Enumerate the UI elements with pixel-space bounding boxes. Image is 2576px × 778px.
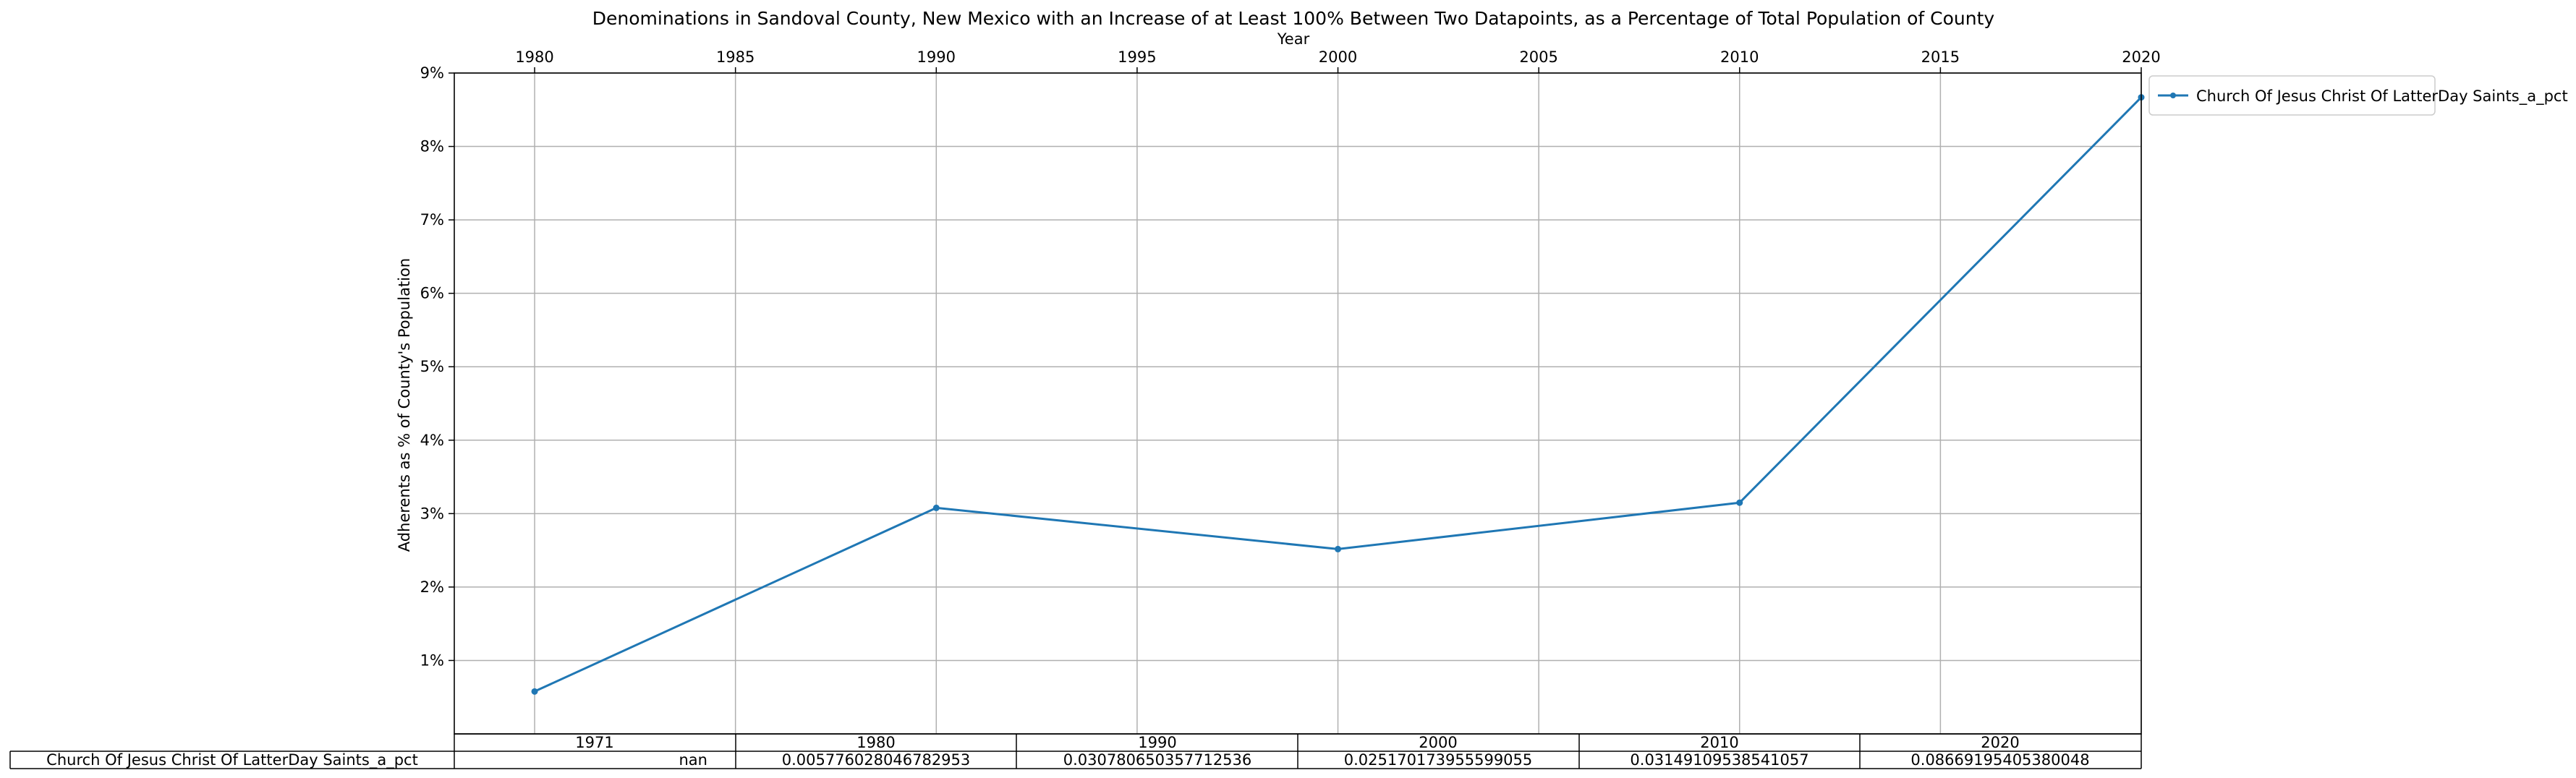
data-point: [531, 688, 538, 695]
table-column-header: 2000: [1419, 734, 1457, 751]
y-tick-label: 5%: [420, 358, 444, 375]
y-tick-label: 3%: [420, 505, 444, 522]
table-cell: 0.005776028046782953: [782, 751, 971, 769]
y-tick-label: 9%: [420, 64, 444, 82]
table-column-header: 1980: [856, 734, 895, 751]
table-column-header: 1971: [575, 734, 613, 751]
y-tick-label: 6%: [420, 285, 444, 302]
data-point: [1335, 545, 1342, 552]
y-axis-ticks: 1% 2% 3% 4% 5% 6% 7% 8% 9%: [420, 64, 454, 669]
y-tick-label: 2%: [420, 578, 444, 596]
table-column-header: 2010: [1700, 734, 1738, 751]
legend-marker-swatch: [2170, 93, 2176, 98]
legend[interactable]: Church Of Jesus Christ Of LatterDay Sain…: [2148, 75, 2568, 116]
x-axis-ticks: 1980 1985 1990 1995 2000 2005 2010 2015 2020: [515, 48, 2161, 73]
table-cell: 0.030780650357712536: [1063, 751, 1252, 769]
x-tick-label: 2000: [1319, 48, 1357, 66]
table-column-header: 2020: [1981, 734, 2019, 751]
x-tick-label: 1990: [917, 48, 956, 66]
y-tick-label: 4%: [420, 432, 444, 449]
table-cell: 0.03149109538541057: [1630, 751, 1808, 769]
table-column-header: 1990: [1138, 734, 1176, 751]
x-tick-label: 2010: [1720, 48, 1759, 66]
table-row-label: Church Of Jesus Christ Of LatterDay Sain…: [46, 751, 418, 769]
table-cell: nan: [679, 751, 708, 769]
x-axis-label: Year: [1277, 30, 1310, 48]
data-point: [1736, 499, 1743, 506]
series-layer: [531, 94, 2145, 695]
x-tick-label: 2005: [1519, 48, 1557, 66]
x-tick-label: 1995: [1118, 48, 1156, 66]
legend-series-label: Church Of Jesus Christ Of LatterDay Sain…: [2196, 87, 2568, 106]
data-point: [932, 504, 940, 511]
y-axis-label: Adherents as % of County's Population: [396, 258, 413, 552]
legend-box: [2148, 75, 2436, 116]
table-cell: 0.025170173955599055: [1344, 751, 1533, 769]
y-tick-label: 8%: [420, 138, 444, 155]
x-tick-label: 2020: [2122, 48, 2160, 66]
x-tick-label: 1985: [716, 48, 754, 66]
chart-title: Denominations in Sandoval County, New Me…: [592, 8, 1995, 29]
y-tick-label: 1%: [420, 651, 444, 669]
y-tick-label: 7%: [420, 211, 444, 228]
table-cell: 0.08669195405380048: [1910, 751, 2089, 769]
x-tick-label: 1980: [515, 48, 553, 66]
x-tick-label: 2015: [1921, 48, 1960, 66]
data-table: 1971 1980 1990 2000 2010 2020 Church Of …: [9, 733, 2142, 769]
